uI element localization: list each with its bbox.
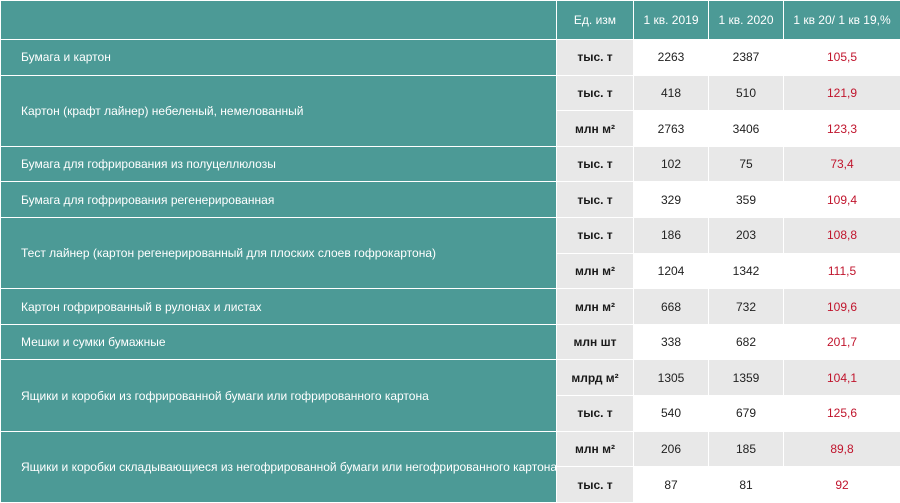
ratio-cell: 92 — [783, 466, 900, 503]
product-name: Мешки и сумки бумажные — [0, 323, 557, 361]
unit-cell: млн м² — [556, 252, 634, 290]
header-corner — [0, 0, 557, 40]
value-2019-cell: 87 — [633, 466, 709, 503]
table-row: Тест лайнер (картон регенерированный для… — [0, 217, 900, 290]
value-2019-cell: 1204 — [633, 252, 709, 290]
product-name: Бумага для гофрирования регенерированная — [0, 181, 557, 219]
unit-cell: млн м² — [556, 110, 634, 147]
table-body: Бумага и картон тыс. т 2263 2387 105,5 Картон… — [0, 39, 900, 503]
value-2019-cell: 329 — [633, 181, 709, 219]
value-2020-cell: 3406 — [708, 110, 784, 147]
ratio-cell: 123,3 — [783, 110, 900, 147]
value-2020-cell: 81 — [708, 466, 784, 503]
unit-cell: млн м² — [556, 430, 634, 468]
value-2020-cell: 185 — [708, 430, 784, 468]
table-row: Ящики и коробки складывающиеся из негофр… — [0, 430, 900, 503]
ratio-cell: 121,9 — [783, 74, 900, 112]
unit-cell: тыс. т — [556, 74, 634, 112]
unit-cell: млн м² — [556, 288, 634, 325]
value-2019-cell: 186 — [633, 217, 709, 254]
header-unit: Ед. изм — [556, 0, 634, 40]
value-2019-cell: 2263 — [633, 39, 709, 76]
header-q2019: 1 кв. 2019 — [633, 0, 709, 40]
table-row: Бумага для гофрирования регенерированная… — [0, 181, 900, 219]
value-2019-cell: 668 — [633, 288, 709, 325]
unit-cell: тыс. т — [556, 395, 634, 432]
ratio-cell: 109,6 — [783, 288, 900, 325]
ratio-cell: 109,4 — [783, 181, 900, 219]
value-2020-cell: 2387 — [708, 39, 784, 76]
table-row: Бумага для гофрирования из полуцеллюлозы… — [0, 145, 900, 183]
product-name: Ящики и коробки складывающиеся из негофр… — [0, 430, 557, 503]
ratio-cell: 73,4 — [783, 145, 900, 183]
value-2020-cell: 682 — [708, 323, 784, 361]
table-row: млн м² 1204 1342 111,5 — [1, 252, 900, 290]
value-2020-cell: 203 — [708, 217, 784, 254]
table-row: Мешки и сумки бумажные млн шт 338 682 201,7 — [0, 323, 900, 361]
unit-cell: тыс. т — [556, 145, 634, 183]
ratio-cell: 104,1 — [783, 359, 900, 397]
value-2019-cell: 1305 — [633, 359, 709, 397]
value-2020-cell: 1342 — [708, 252, 784, 290]
header-q2020: 1 кв. 2020 — [708, 0, 784, 40]
table-row: Картон гофрированный в рулонах и листах м… — [0, 288, 900, 325]
value-2020-cell: 1359 — [708, 359, 784, 397]
table-row: тыс. т 87 81 92 — [1, 466, 900, 503]
value-2019-cell: 338 — [633, 323, 709, 361]
table-row: Картон (крафт лайнер) небеленый, немелов… — [0, 74, 900, 147]
value-2019-cell: 206 — [633, 430, 709, 468]
table-row: Ящики и коробки из гофрированной бумаги … — [0, 359, 900, 432]
product-name: Тест лайнер (картон регенерированный для… — [0, 217, 557, 290]
product-name: Бумага для гофрирования из полуцеллюлозы — [0, 145, 557, 183]
product-name: Картон (крафт лайнер) небеленый, немелов… — [0, 74, 557, 147]
value-2019-cell: 540 — [633, 395, 709, 432]
value-2020-cell: 359 — [708, 181, 784, 219]
header-ratio: 1 кв 20/ 1 кв 19,% — [783, 0, 900, 40]
ratio-cell: 105,5 — [783, 39, 900, 76]
table-row: млн м² 2763 3406 123,3 — [1, 110, 900, 147]
value-2019-cell: 2763 — [633, 110, 709, 147]
unit-cell: тыс. т — [556, 217, 634, 254]
value-2020-cell: 732 — [708, 288, 784, 325]
product-name: Бумага и картон — [0, 39, 557, 76]
value-2019-cell: 418 — [633, 74, 709, 112]
unit-cell: тыс. т — [556, 466, 634, 503]
ratio-cell: 201,7 — [783, 323, 900, 361]
product-name: Ящики и коробки из гофрированной бумаги … — [0, 359, 557, 432]
ratio-cell: 111,5 — [783, 252, 900, 290]
value-2019-cell: 102 — [633, 145, 709, 183]
value-2020-cell: 510 — [708, 74, 784, 112]
unit-cell: млн шт — [556, 323, 634, 361]
ratio-cell: 89,8 — [783, 430, 900, 468]
value-2020-cell: 679 — [708, 395, 784, 432]
value-2020-cell: 75 — [708, 145, 784, 183]
product-name: Картон гофрированный в рулонах и листах — [0, 288, 557, 325]
table-row: Бумага и картон тыс. т 2263 2387 105,5 — [0, 39, 900, 76]
ratio-cell: 125,6 — [783, 395, 900, 432]
unit-cell: тыс. т — [556, 39, 634, 76]
header-row: Ед. изм 1 кв. 2019 1 кв. 2020 1 кв 20/ 1… — [0, 0, 900, 40]
ratio-cell: 108,8 — [783, 217, 900, 254]
unit-cell: млрд м² — [556, 359, 634, 397]
table-row: тыс. т 540 679 125,6 — [1, 395, 900, 432]
unit-cell: тыс. т — [556, 181, 634, 219]
